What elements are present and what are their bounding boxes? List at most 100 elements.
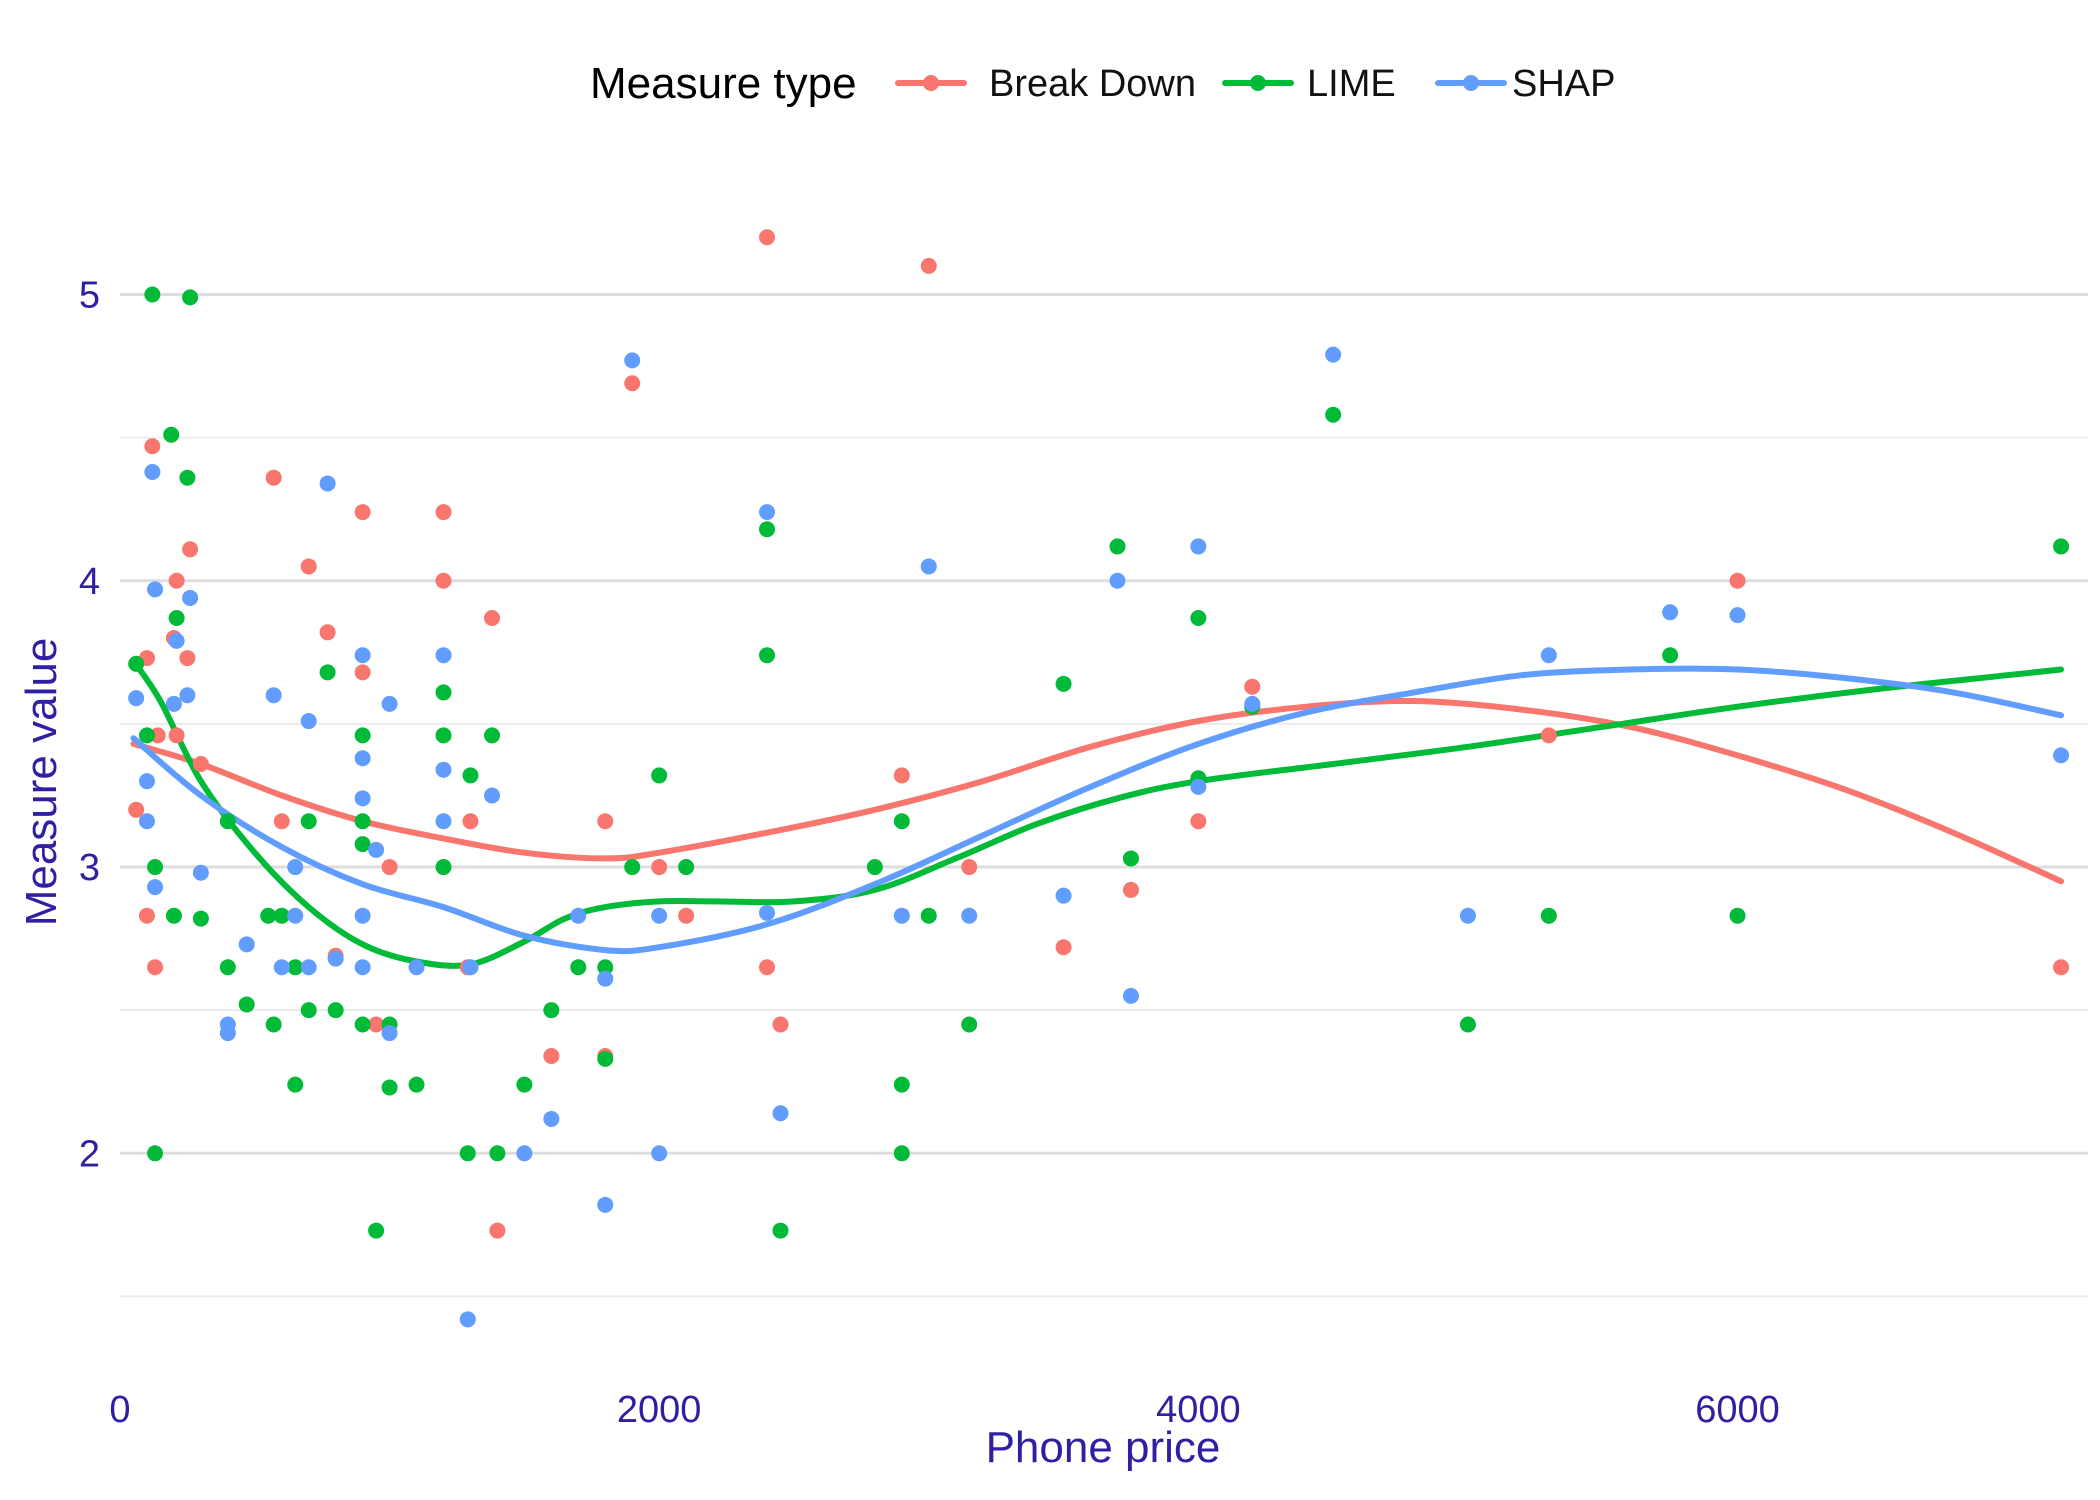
lime-point — [147, 859, 164, 876]
shap-point — [273, 959, 290, 976]
break-down-point — [300, 558, 317, 575]
lime-point — [435, 727, 452, 744]
shap-point — [381, 1025, 398, 1042]
shap-point — [381, 695, 398, 712]
shap-point — [624, 352, 641, 369]
x-tick-label: 2000 — [617, 1389, 702, 1431]
break-down-point — [1190, 813, 1207, 830]
break-down-point — [759, 229, 776, 246]
break-down-point — [144, 438, 161, 455]
shap-point — [300, 713, 317, 730]
y-axis-title: Measure value — [17, 638, 66, 927]
break-down-point — [1122, 881, 1139, 898]
lime-point — [1662, 647, 1679, 664]
shap-point — [597, 1196, 614, 1213]
shap-point — [597, 970, 614, 987]
lime-point — [260, 907, 277, 924]
shap-point — [1190, 778, 1207, 795]
lime-point — [147, 1145, 164, 1162]
lime-point — [435, 859, 452, 876]
shap-point — [1325, 346, 1342, 363]
shap-legend-marker — [1463, 75, 1479, 91]
lime-point — [381, 1079, 398, 1096]
break-down-point — [489, 1222, 506, 1239]
lime-point — [961, 1016, 978, 1033]
lime-point — [1459, 1016, 1476, 1033]
shap-point — [287, 907, 304, 924]
break-down-legend-marker — [923, 75, 939, 91]
shap-point — [1109, 572, 1126, 589]
tick-labels-layer: 0 2000 4000 6000 2 3 4 5 — [79, 275, 1780, 1431]
break-down-point — [484, 609, 501, 626]
lime-point — [1729, 907, 1746, 924]
break-down-point — [772, 1016, 789, 1033]
lime-point — [287, 1076, 304, 1093]
lime-point — [219, 813, 236, 830]
shap-point — [368, 841, 385, 858]
shap-point — [484, 787, 501, 804]
legend-items: Break Down LIME SHAP — [895, 63, 1615, 105]
break-down-point — [354, 664, 371, 681]
legend-title: Measure type — [590, 59, 857, 108]
break-down-point — [920, 257, 937, 274]
lime-point — [893, 1145, 910, 1162]
shap-point — [354, 959, 371, 976]
shap-point — [1459, 907, 1476, 924]
break-down-point — [168, 572, 185, 589]
lime-point — [319, 664, 336, 681]
smooth-lines-layer — [130, 657, 2064, 969]
shap-point — [287, 859, 304, 876]
lime-point — [1325, 406, 1342, 423]
break-down-point — [651, 859, 668, 876]
break-down-point — [182, 541, 199, 558]
shap-point — [543, 1110, 560, 1127]
y-tick-label: 3 — [79, 847, 100, 889]
lime-point — [219, 959, 236, 976]
break-down-point — [2053, 959, 2070, 976]
break-down-point — [893, 767, 910, 784]
shap-point — [300, 959, 317, 976]
shap-point — [772, 1105, 789, 1122]
shap-point — [147, 879, 164, 896]
shap-point — [408, 959, 425, 976]
break-down-point — [1055, 939, 1072, 956]
shap-legend-label: SHAP — [1512, 63, 1615, 105]
shap-point — [354, 790, 371, 807]
lime-point — [300, 813, 317, 830]
lime-point — [597, 959, 614, 976]
shap-point — [435, 813, 452, 830]
shap-point — [435, 761, 452, 778]
x-tick-label: 4000 — [1156, 1389, 1241, 1431]
break-down-point — [265, 469, 282, 486]
break-down-point — [624, 375, 641, 392]
lime-point — [920, 907, 937, 924]
legend: Measure type Break Down LIME SHAP — [590, 59, 1615, 108]
break-down-point — [368, 1016, 385, 1033]
lime-point — [543, 1002, 560, 1019]
lime-point — [651, 767, 668, 784]
shap-point — [128, 690, 145, 707]
lime-point — [354, 836, 371, 853]
break-down-point — [147, 959, 164, 976]
lime-point — [893, 1076, 910, 1093]
break-down-point — [435, 504, 452, 521]
lime-point — [484, 727, 501, 744]
shap-point — [144, 463, 161, 480]
break-down-point — [1244, 678, 1261, 695]
break-down-point — [319, 624, 336, 641]
lime-point — [144, 286, 161, 303]
lime-point — [138, 727, 155, 744]
lime-point — [435, 684, 452, 701]
y-tick-label: 2 — [79, 1133, 100, 1175]
lime-point — [265, 1016, 282, 1033]
lime-point — [459, 1145, 476, 1162]
lime-point — [182, 289, 199, 306]
lime-point — [759, 647, 776, 664]
lime-point — [866, 859, 883, 876]
shap-point — [192, 864, 209, 881]
shap-point — [651, 1145, 668, 1162]
lime-point — [1109, 538, 1126, 555]
break-down-point — [543, 1047, 560, 1064]
lime-point — [163, 426, 180, 443]
lime-point — [893, 813, 910, 830]
